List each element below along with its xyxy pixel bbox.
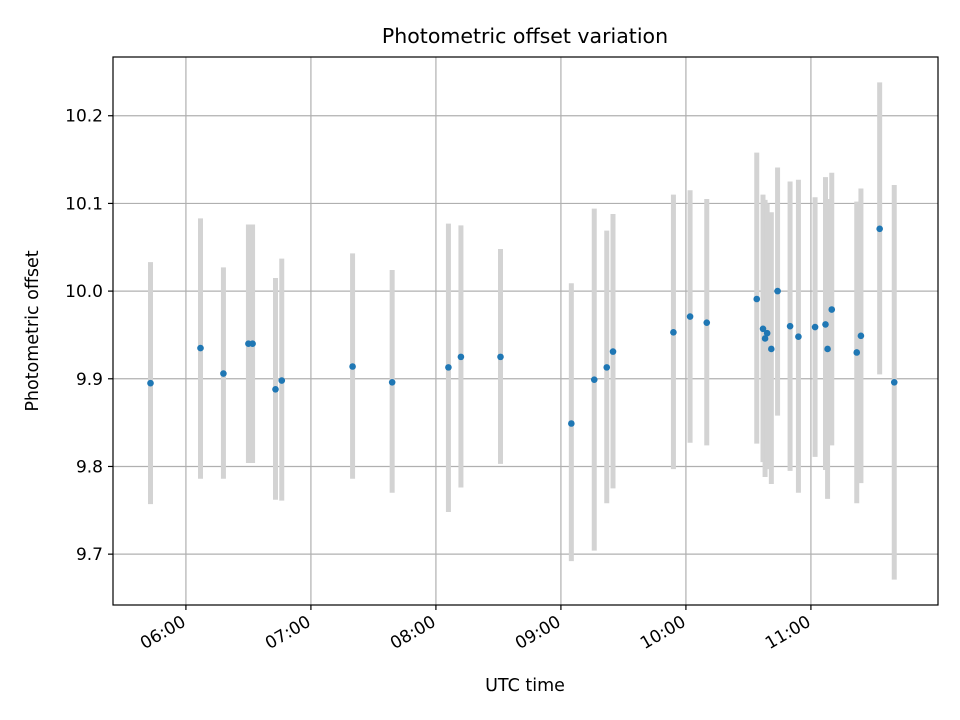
- data-point: [822, 321, 829, 328]
- data-point: [457, 353, 465, 361]
- y-axis-label: Photometric offset: [23, 250, 43, 411]
- data-point: [686, 313, 694, 320]
- data-point: [249, 340, 256, 348]
- data-point: [795, 333, 802, 340]
- data-point: [609, 348, 617, 355]
- data-point: [774, 287, 781, 295]
- data-point: [349, 363, 356, 370]
- data-point: [890, 378, 898, 386]
- y-tick-label: 9.7: [76, 545, 103, 565]
- data-point: [753, 295, 761, 303]
- y-tick-label: 10.2: [65, 107, 103, 127]
- data-point: [272, 386, 279, 393]
- x-axis-label: UTC time: [485, 676, 565, 696]
- data-point: [590, 376, 598, 383]
- data-point: [278, 377, 286, 384]
- data-point: [147, 379, 154, 387]
- data-point: [786, 322, 794, 330]
- data-point: [857, 332, 865, 340]
- data-points: [147, 225, 898, 427]
- data-point: [568, 420, 575, 427]
- y-tick-label: 10.0: [65, 282, 103, 302]
- chart-title: Photometric offset variation: [382, 24, 668, 48]
- y-tick-label: 9.8: [76, 457, 103, 477]
- data-point: [853, 349, 861, 356]
- data-point: [768, 345, 775, 353]
- data-point: [703, 319, 711, 326]
- data-point: [759, 325, 767, 333]
- data-point: [497, 353, 504, 361]
- plot-area-frame: [112, 56, 939, 606]
- data-point: [811, 323, 819, 331]
- data-point: [824, 345, 831, 353]
- data-point: [828, 306, 836, 313]
- data-point: [220, 370, 227, 377]
- data-point: [603, 364, 611, 371]
- data-point: [763, 329, 771, 337]
- data-point: [445, 364, 452, 371]
- y-tick-label: 10.1: [65, 194, 103, 214]
- data-point: [197, 344, 204, 352]
- data-point: [670, 329, 677, 336]
- data-point: [761, 335, 769, 342]
- data-point: [388, 378, 396, 386]
- data-point: [876, 225, 883, 233]
- y-tick-label: 9.9: [76, 370, 103, 390]
